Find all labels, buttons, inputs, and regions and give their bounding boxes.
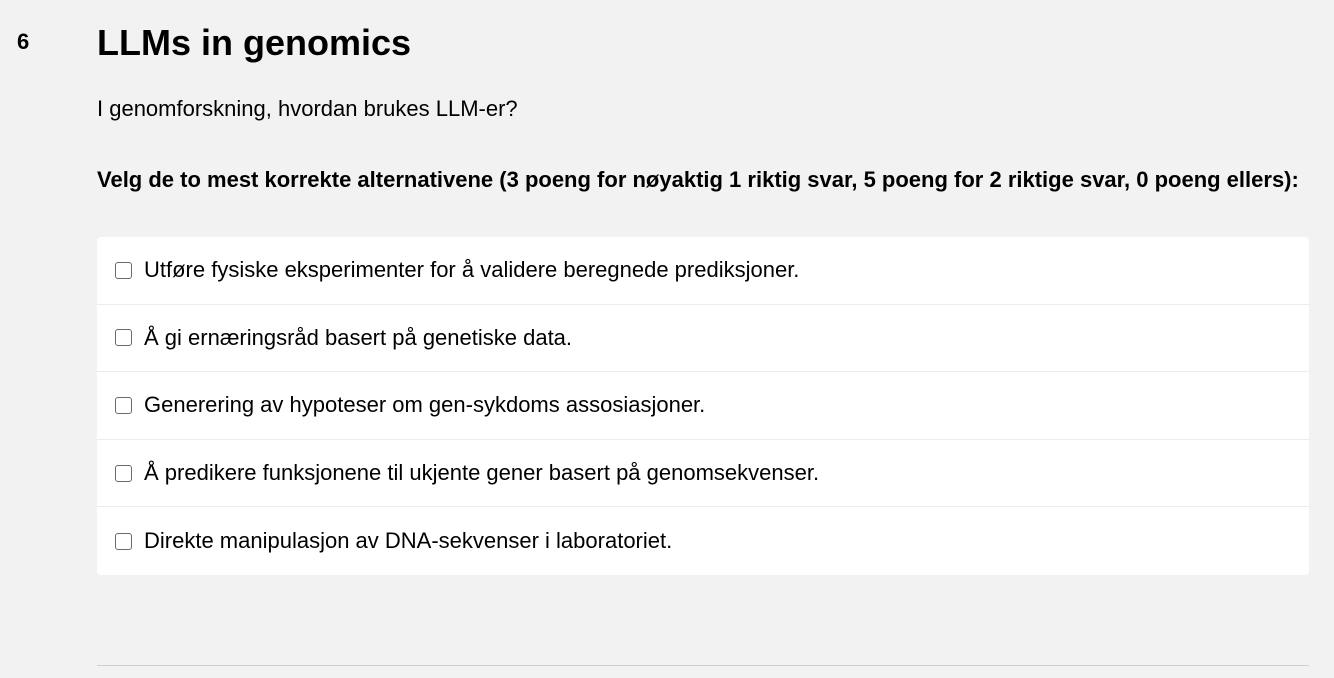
answer-options: Utføre fysiske eksperimenter for å valid… xyxy=(97,237,1309,575)
checkbox[interactable] xyxy=(115,396,132,414)
answer-option-5[interactable]: Direkte manipulasjon av DNA-sekvenser i … xyxy=(97,507,1309,575)
checkbox[interactable] xyxy=(115,261,132,279)
section-divider xyxy=(97,665,1309,666)
question-prompt: I genomforskning, hvordan brukes LLM-er? xyxy=(97,96,518,121)
answer-option-2[interactable]: Å gi ernæringsråd basert på genetiske da… xyxy=(97,305,1309,373)
answer-option-3[interactable]: Generering av hypoteser om gen-sykdoms a… xyxy=(97,372,1309,440)
question-instructions: Velg de to mest korrekte alternativene (… xyxy=(97,167,1299,192)
question-number: 6 xyxy=(17,29,30,54)
answer-option-label: Å gi ernæringsråd basert på genetiske da… xyxy=(144,324,573,350)
checkbox[interactable] xyxy=(115,532,132,550)
answer-option-label: Å predikere funksjonene til ukjente gene… xyxy=(144,460,820,486)
question-title: LLMs in genomics xyxy=(97,22,412,63)
answer-option-4[interactable]: Å predikere funksjonene til ukjente gene… xyxy=(97,440,1309,508)
answer-option-1[interactable]: Utføre fysiske eksperimenter for å valid… xyxy=(97,237,1309,305)
answer-option-label: Utføre fysiske eksperimenter for å valid… xyxy=(144,257,800,283)
answer-option-label: Generering av hypoteser om gen-sykdoms a… xyxy=(144,392,706,418)
answer-option-label: Direkte manipulasjon av DNA-sekvenser i … xyxy=(144,528,673,554)
checkbox[interactable] xyxy=(115,464,132,482)
checkbox[interactable] xyxy=(115,329,132,347)
